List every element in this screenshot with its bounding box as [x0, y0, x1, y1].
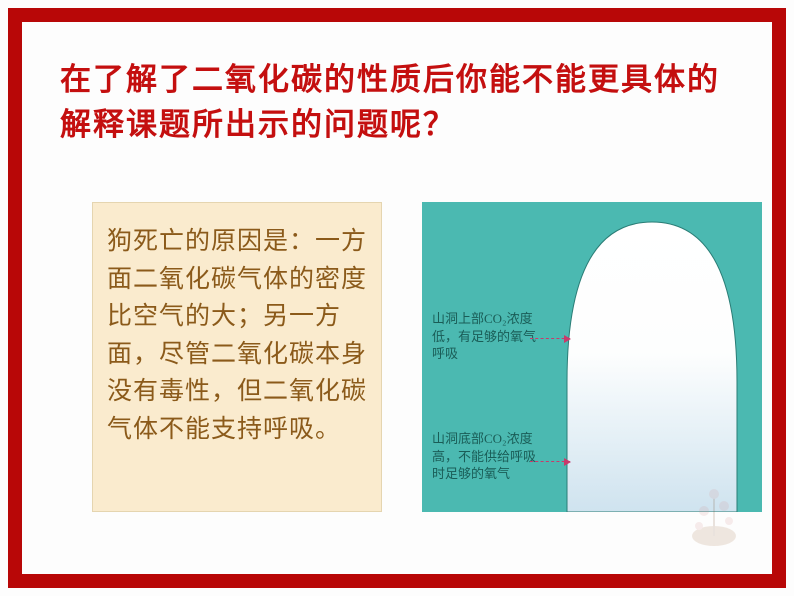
arrow-lower-icon: [530, 461, 570, 462]
arrow-upper-icon: [530, 338, 570, 339]
content-row: 狗死亡的原因是：一方面二氧化碳气体的密度比空气的大；另一方面，尽管二氧化碳本身没…: [92, 202, 762, 512]
answer-text-box: 狗死亡的原因是：一方面二氧化碳气体的密度比空气的大；另一方面，尽管二氧化碳本身没…: [92, 202, 382, 512]
cave-diagram: 山洞上部CO₂浓度低，有足够的氧气呼吸 山洞底部CO₂浓度高，不能供给呼吸时足够…: [422, 202, 762, 512]
slide-frame: 在了解了二氧化碳的性质后你能不能更具体的解释课题所出示的问题呢？ 狗死亡的原因是…: [8, 8, 786, 588]
label-lower-cave: 山洞底部CO₂浓度高，不能供给呼吸时足够的氧气: [432, 430, 547, 483]
label-upper-cave: 山洞上部CO₂浓度低，有足够的氧气呼吸: [432, 310, 542, 363]
question-heading: 在了解了二氧化碳的性质后你能不能更具体的解释课题所出示的问题呢？: [60, 58, 750, 148]
